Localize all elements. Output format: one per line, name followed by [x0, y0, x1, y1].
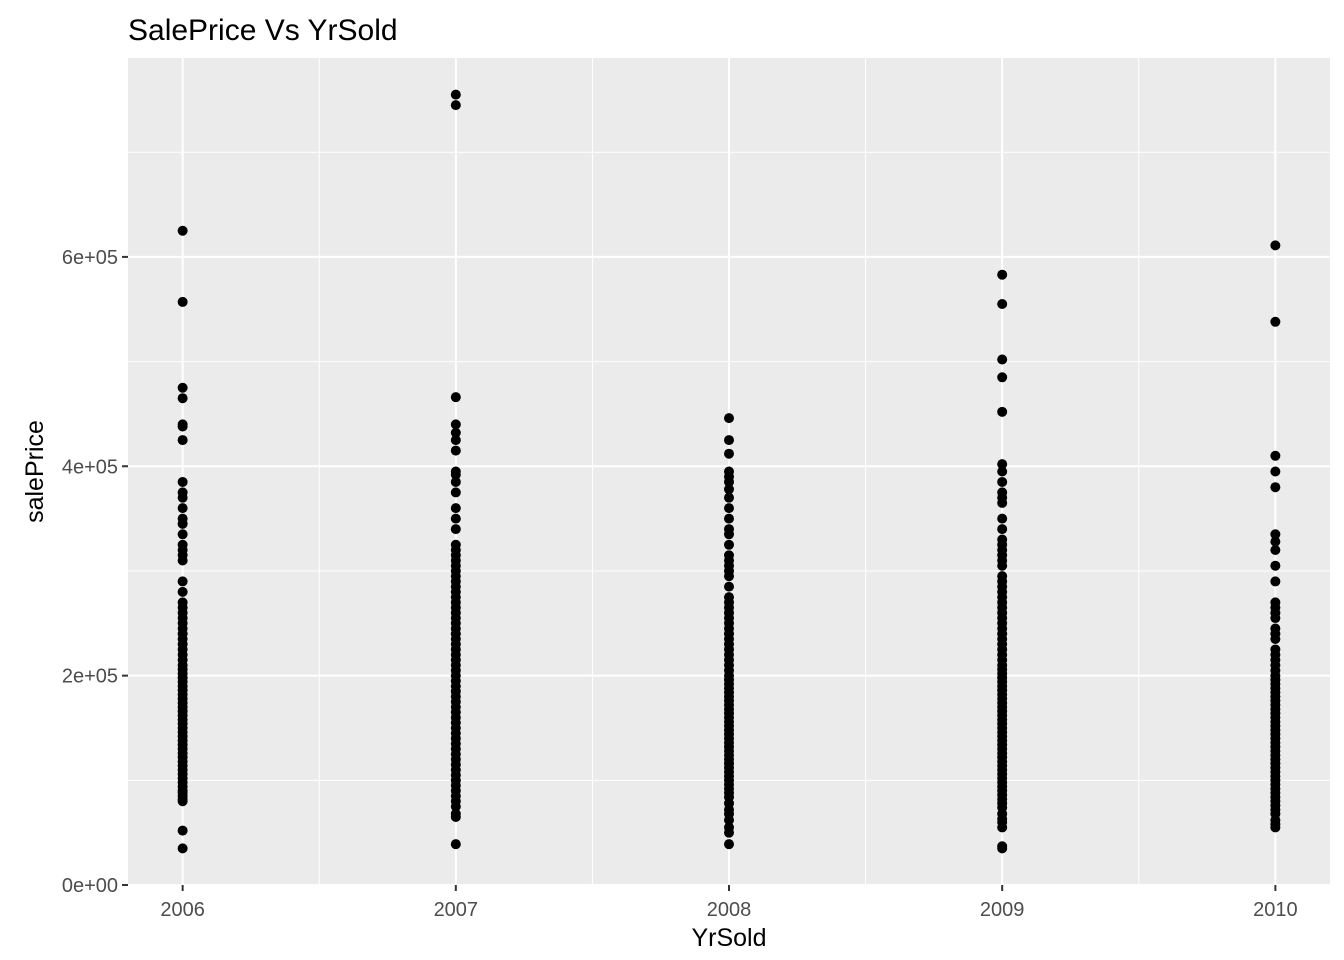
point-2009-74	[997, 354, 1008, 365]
point-2007-58	[450, 476, 461, 487]
point-2010-58	[1270, 240, 1281, 251]
point-2008-69	[724, 435, 734, 446]
y-axis: 0e+00 2e+05 4e+05 6e+05	[62, 247, 128, 897]
point-2008-63	[724, 492, 734, 503]
point-2006-54	[177, 539, 188, 550]
point-2010-44	[1270, 623, 1281, 634]
point-2010-56	[1270, 450, 1281, 461]
point-2009-63	[997, 534, 1008, 545]
point-2007-60	[450, 466, 461, 477]
point-2008-68	[724, 448, 734, 459]
point-2009-72	[997, 406, 1008, 417]
y-tick-label-3: 6e+05	[62, 247, 118, 269]
point-2010-57	[1270, 316, 1281, 327]
point-2006-57	[177, 513, 188, 524]
point-2008-51	[724, 592, 734, 603]
point-2010-54	[1270, 482, 1281, 493]
point-2006-49	[177, 586, 188, 597]
point-2010-53	[1270, 529, 1281, 540]
x-tick-label-4: 2010	[1253, 899, 1298, 921]
point-2008-62	[724, 503, 734, 514]
point-2006-60	[177, 487, 188, 498]
point-2007-0	[450, 839, 461, 850]
point-2009-68	[997, 487, 1008, 498]
point-2009-57	[997, 571, 1008, 582]
point-2009-64	[997, 524, 1008, 535]
point-2006-66	[177, 382, 188, 393]
point-2008-67	[724, 466, 734, 477]
point-2006-58	[177, 503, 188, 514]
point-2008-64	[724, 484, 734, 495]
point-2006-50	[177, 576, 188, 587]
x-tick-label-0: 2006	[160, 899, 205, 921]
point-2006-55	[177, 529, 188, 540]
point-2009-70	[997, 466, 1008, 477]
point-2007-62	[450, 435, 461, 446]
point-2007-64	[450, 419, 461, 430]
point-2007-57	[450, 487, 461, 498]
point-2010-49	[1270, 576, 1281, 587]
point-2006-67	[177, 296, 188, 307]
point-2009-1	[997, 841, 1008, 852]
point-2007-55	[450, 513, 461, 524]
point-2006-65	[177, 393, 188, 404]
point-2006-48	[177, 597, 188, 608]
point-2008-70	[724, 413, 734, 424]
y-tick-label-0: 0e+00	[62, 875, 118, 897]
point-2010-41	[1270, 644, 1281, 655]
x-tick-label-3: 2009	[980, 899, 1025, 921]
point-2006-0	[177, 843, 188, 854]
point-2008-58	[724, 539, 734, 550]
point-2010-48	[1270, 597, 1281, 608]
point-2007-2	[450, 808, 461, 819]
x-tick-label-1: 2007	[434, 899, 479, 921]
point-2009-75	[997, 299, 1008, 310]
point-2008-61	[724, 513, 734, 524]
point-2007-53	[450, 539, 461, 550]
point-2009-73	[997, 372, 1008, 383]
point-2008-60	[724, 524, 734, 535]
y-axis-title: salePrice	[21, 420, 49, 523]
point-2006-1	[177, 825, 188, 836]
y-tick-label-2: 4e+05	[62, 456, 118, 478]
point-2008-57	[724, 550, 734, 561]
point-2006-64	[177, 419, 188, 430]
point-2006-61	[177, 476, 188, 487]
point-2007-65	[450, 392, 461, 403]
point-2010-52	[1270, 536, 1281, 547]
point-2009-65	[997, 513, 1008, 524]
point-2009-69	[997, 476, 1008, 487]
chart-title: SalePrice Vs YrSold	[128, 14, 398, 47]
point-2007-67	[450, 89, 461, 100]
point-2007-66	[450, 100, 461, 111]
point-2007-54	[450, 524, 461, 535]
y-tick-label-1: 2e+05	[62, 666, 118, 688]
point-2008-0	[724, 839, 734, 850]
point-2009-76	[997, 269, 1008, 280]
x-axis: 2006 2007 2008 2009 2010	[160, 885, 1298, 921]
point-2010-55	[1270, 466, 1281, 477]
point-2007-61	[450, 445, 461, 456]
x-axis-title: YrSold	[691, 924, 766, 952]
point-2007-63	[450, 427, 461, 438]
point-2006-68	[177, 225, 188, 236]
point-2010-51	[1270, 545, 1281, 556]
x-tick-label-2: 2008	[707, 899, 752, 921]
point-2009-71	[997, 459, 1008, 470]
point-2010-50	[1270, 560, 1281, 571]
point-2008-2	[724, 822, 734, 833]
point-2008-52	[724, 581, 734, 592]
point-2007-56	[450, 503, 461, 514]
point-2006-62	[177, 435, 188, 446]
data-points	[177, 89, 1281, 854]
